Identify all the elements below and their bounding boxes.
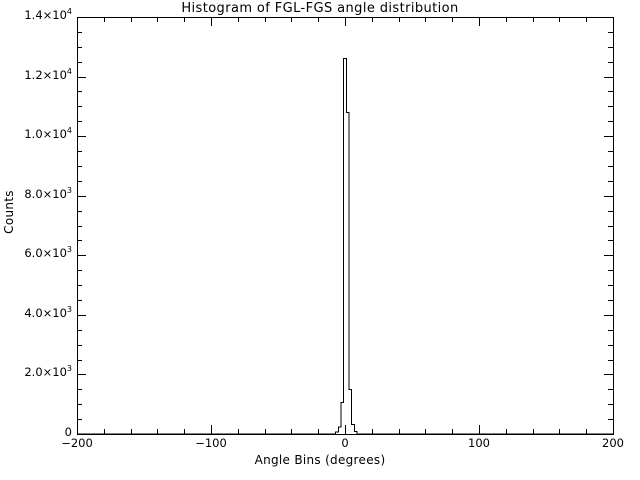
y-tick-label-group: 1.4×104 1.2×104 1.0×104 8.0×103 6.0×103 4.0×1… [0, 0, 72, 480]
y-tick-label: 1.4×104 [4, 7, 72, 22]
y-tick-label: 2.0×103 [4, 364, 72, 380]
x-tick-label: 0 [341, 436, 349, 450]
y-tick-label: 4.0×103 [4, 305, 72, 320]
y-tick-mantissa: 4.0×10 [24, 305, 67, 320]
y-tick-mantissa: 1.0×10 [24, 127, 67, 142]
x-tick-label: −100 [195, 436, 227, 450]
y-tick-label: 1.0×104 [4, 126, 72, 142]
y-tick-exponent: 3 [66, 305, 72, 315]
y-tick-mantissa: 1.4×10 [24, 8, 67, 22]
page-title: Histogram of FGL-FGS angle distribution [181, 1, 459, 16]
x-tick-label: 100 [468, 436, 490, 450]
y-tick-exponent: 3 [66, 364, 72, 374]
y-tick-mantissa: 1.2×10 [24, 67, 67, 82]
y-tick-label: 6.0×103 [4, 245, 72, 261]
y-tick-exponent: 4 [66, 66, 72, 76]
x-tick-label: −200 [61, 436, 93, 450]
y-tick-label: 0 [64, 425, 72, 439]
y-tick-exponent: 4 [66, 126, 72, 136]
axes-frame [77, 17, 614, 435]
tick-marks [77, 17, 614, 435]
y-tick-mantissa: 2.0×10 [24, 365, 67, 380]
y-tick-mantissa: 6.0×10 [24, 246, 67, 261]
y-tick-label: 1.2×104 [4, 66, 72, 82]
histogram-step-line [77, 58, 613, 435]
x-tick-label: 200 [602, 436, 624, 450]
y-tick-exponent: 3 [66, 185, 72, 195]
y-tick-mantissa: 8.0×10 [24, 186, 67, 201]
x-axis-label: Angle Bins (degrees) [254, 453, 386, 467]
y-tick-label: 8.0×103 [4, 185, 72, 201]
y-tick-exponent: 4 [66, 7, 72, 17]
y-tick-exponent: 3 [66, 245, 72, 255]
